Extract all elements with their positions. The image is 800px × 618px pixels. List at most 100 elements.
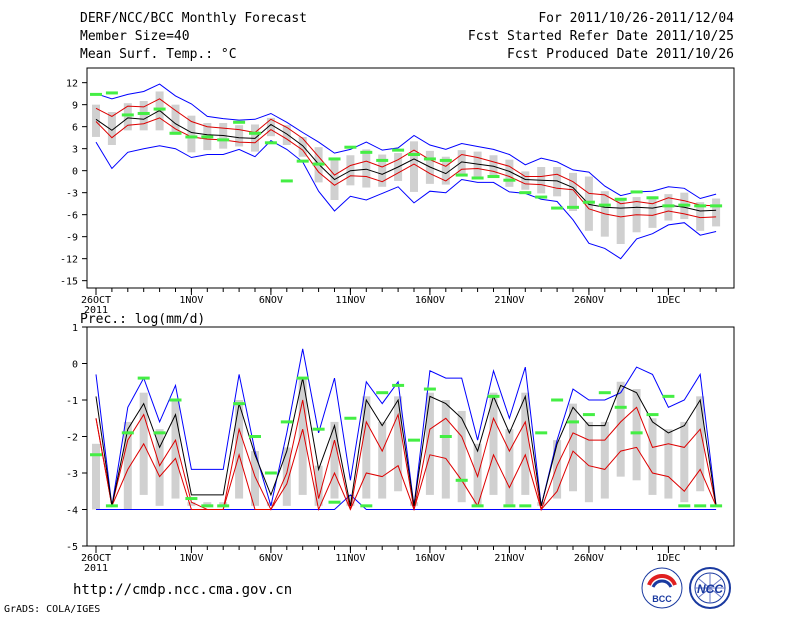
observed-marker (551, 206, 564, 210)
observed-marker (392, 148, 405, 152)
y-tick-label: 0 (72, 360, 78, 371)
observed-marker (249, 435, 261, 438)
observed-marker (90, 92, 102, 96)
observed-marker (169, 398, 182, 402)
y-tick-label: -6 (66, 211, 78, 222)
observed-marker (455, 478, 468, 482)
observed-marker (614, 405, 627, 409)
observed-marker (296, 159, 309, 163)
y-tick-label: 0 (72, 167, 78, 178)
spread-box (187, 115, 196, 153)
spread-box (203, 502, 212, 506)
spread-box (521, 171, 530, 190)
observed-marker (471, 504, 484, 508)
spread-box (362, 149, 371, 188)
observed-marker (487, 175, 500, 179)
observed-marker (312, 162, 325, 166)
observed-marker (519, 191, 532, 195)
observed-marker (662, 394, 675, 398)
y-tick-label: 12 (66, 79, 78, 90)
x-tick-label: 26NOV (574, 295, 604, 306)
observed-marker (471, 176, 484, 180)
spread-box (441, 400, 450, 499)
observed-marker (137, 111, 150, 115)
observed-marker (694, 204, 707, 208)
x-tick-label: 26NOV (574, 553, 604, 564)
y-tick-label: -12 (60, 255, 78, 266)
spread-box (123, 421, 132, 510)
observed-marker (678, 504, 691, 508)
observed-marker (662, 204, 675, 208)
observed-marker (105, 504, 118, 508)
spread-box (92, 443, 100, 510)
observed-marker (328, 500, 341, 504)
observed-marker (551, 398, 564, 402)
x-tick-label: 6NOV (259, 553, 283, 564)
observed-marker (217, 138, 230, 142)
observed-marker (105, 91, 118, 95)
observed-marker (328, 157, 341, 161)
y-tick-label: 1 (72, 323, 78, 334)
upper-spread-line (95, 399, 717, 512)
observed-marker (614, 197, 627, 201)
x-tick-label: 11NOV (335, 553, 365, 564)
observed-marker (280, 420, 293, 424)
fcst-produced-date: Fcst Produced Date 2011/10/26 (507, 47, 734, 62)
observed-marker (535, 431, 548, 435)
x-tick-label: 1DEC (656, 553, 680, 564)
observed-marker (646, 196, 659, 200)
footer-url[interactable]: http://cmdp.ncc.cma.gov.cn (73, 582, 293, 598)
x-tick-label: 1NOV (179, 295, 203, 306)
spread-box (266, 117, 275, 137)
observed-marker (535, 195, 548, 199)
observed-marker (392, 383, 405, 387)
y-tick-label: -4 (66, 506, 78, 517)
chart-panel-precipitation: Prec.: log(mm/d) -5 -4 -3 -2 -1 0 1 26OCT 1NOV 6NO… (66, 312, 735, 574)
observed-marker (312, 427, 325, 431)
observed-marker (567, 205, 579, 209)
spread-box (107, 112, 116, 145)
spread-box (457, 410, 466, 503)
lower-spread-line (95, 117, 717, 219)
spread-box (600, 421, 609, 499)
observed-marker (153, 107, 166, 111)
observed-marker (233, 402, 246, 406)
observed-marker (630, 190, 643, 194)
x-tick-label: 16NOV (415, 295, 445, 306)
x-tick-label: 26OCT (81, 295, 111, 306)
observed-marker (344, 416, 357, 420)
y-tick-label: -1 (66, 396, 78, 407)
observed-marker (217, 504, 230, 508)
y-tick-label: -9 (66, 233, 78, 244)
spread-box (696, 396, 705, 492)
spread-box (171, 104, 180, 135)
fcst-started-date: Fcst Started Refer Date 2011/10/25 (467, 29, 734, 44)
panel-title: Prec.: log(mm/d) (80, 312, 205, 327)
observed-marker (487, 394, 500, 398)
observed-marker (598, 391, 611, 395)
observed-marker (439, 435, 452, 438)
x-tick-label: 1DEC (656, 295, 680, 306)
x-tick-label: 21NOV (494, 553, 524, 564)
chart-title: DERF/NCC/BCC Monthly Forecast (80, 11, 307, 26)
observed-marker (503, 504, 516, 508)
spread-box (505, 159, 514, 187)
observed-marker (408, 438, 420, 442)
x-tick-label: 6NOV (259, 295, 283, 306)
spread-box (314, 465, 323, 506)
spread-box (696, 202, 705, 231)
grads-credit: GrADS: COLA/IGES (4, 604, 101, 615)
x-tick-label: 16NOV (415, 553, 445, 564)
x-year-label: 2011 (84, 563, 108, 574)
spread-box (362, 396, 371, 499)
observed-marker (678, 203, 691, 207)
x-year-label: 2011 (84, 305, 108, 316)
spread-box (282, 447, 291, 506)
observed-marker (90, 453, 102, 457)
ensemble-mean-line (95, 377, 717, 507)
spread-box (251, 451, 259, 506)
observed-marker (455, 173, 468, 177)
spread-box (235, 400, 244, 499)
y-tick-label: -2 (66, 433, 78, 444)
